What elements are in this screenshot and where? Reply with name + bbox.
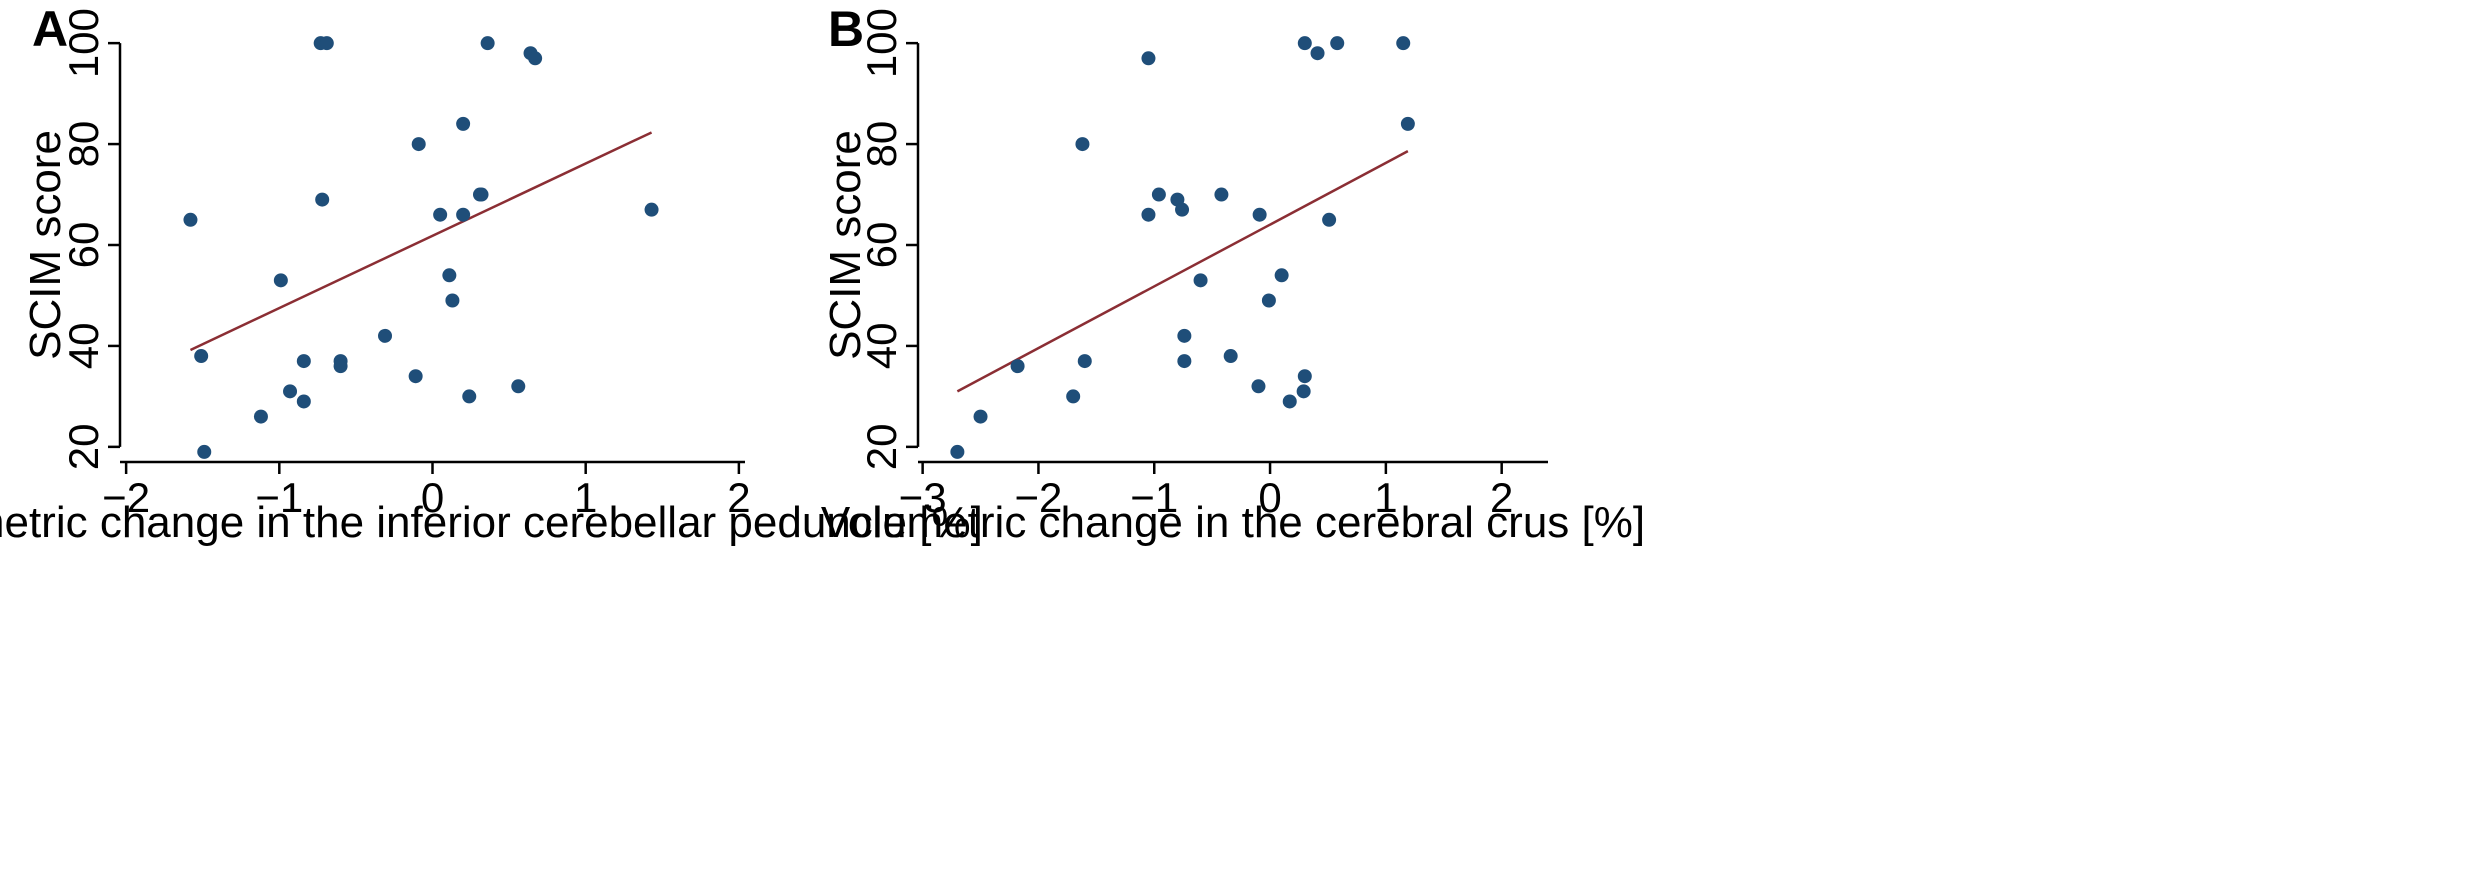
data-point [456, 116, 471, 131]
data-point [183, 212, 198, 227]
y-tick-label: 100 [60, 8, 107, 78]
data-point [283, 384, 298, 399]
data-point [528, 51, 543, 66]
data-point [194, 349, 209, 364]
x-tick-label: 1 [574, 474, 597, 521]
data-point [950, 444, 965, 459]
panel-label: B [828, 1, 864, 57]
y-tick-label: 20 [858, 424, 905, 471]
data-point [1010, 359, 1025, 374]
data-point [319, 36, 334, 51]
data-point [1252, 207, 1267, 222]
data-point [411, 137, 426, 152]
x-tick-label: −3 [899, 474, 947, 521]
data-point [315, 192, 330, 207]
x-tick-label: −1 [255, 474, 303, 521]
y-axis-title: SCIM score [21, 130, 70, 360]
data-point [1274, 268, 1289, 283]
data-point [462, 389, 477, 404]
data-point [1296, 384, 1311, 399]
data-point [273, 273, 288, 288]
data-point [1310, 46, 1325, 61]
x-axis-title: Volumetric change in the cerebral crus [… [821, 498, 1645, 547]
y-tick-label: 100 [858, 8, 905, 78]
data-point [1396, 36, 1411, 51]
data-point [253, 409, 268, 424]
data-point [1322, 212, 1337, 227]
data-point [472, 187, 487, 202]
y-axis-title: SCIM score [821, 130, 870, 360]
y-tick-label: 40 [858, 323, 905, 370]
data-point [1075, 137, 1090, 152]
y-tick-label: 80 [60, 121, 107, 168]
y-tick-label: 40 [60, 323, 107, 370]
fit-line [956, 150, 1409, 393]
x-tick-label: −2 [1014, 474, 1062, 521]
x-tick-label: −1 [1130, 474, 1178, 521]
data-point [1066, 389, 1081, 404]
x-tick-label: −2 [102, 474, 150, 521]
data-point [197, 444, 212, 459]
data-point [1297, 369, 1312, 384]
x-tick-label: 0 [1258, 474, 1281, 521]
y-tick-label: 60 [858, 222, 905, 269]
data-point [1141, 51, 1156, 66]
data-point [1261, 293, 1276, 308]
data-point [408, 369, 423, 384]
data-point [1282, 394, 1297, 409]
fit-line [189, 131, 653, 352]
x-tick-label: 0 [421, 474, 444, 521]
data-point [333, 359, 348, 374]
x-axis-title: Volumetric change in the inferior cerebe… [0, 498, 983, 547]
data-point [1330, 36, 1345, 51]
data-point [644, 202, 659, 217]
data-point [1141, 207, 1156, 222]
data-point [1297, 36, 1312, 51]
data-point [296, 354, 311, 369]
data-point [378, 328, 393, 343]
data-point [456, 207, 471, 222]
y-tick-label: 20 [60, 424, 107, 471]
x-tick-label: 2 [727, 474, 750, 521]
panel-b: B −3 −2 −1 0 1 2 20 40 60 80 100 Volumetric change i… [821, 1, 1645, 547]
y-tick-label: 60 [60, 222, 107, 269]
panel-label: A [32, 1, 68, 57]
data-point [1175, 202, 1190, 217]
data-point [442, 268, 457, 283]
data-point [973, 409, 988, 424]
data-point [480, 36, 495, 51]
x-tick-label: 2 [1490, 474, 1513, 521]
panel-a: A −2 −1 0 1 2 20 40 60 80 100 Volumetric change in … [0, 1, 983, 547]
data-point [1177, 354, 1192, 369]
x-tick-label: 1 [1374, 474, 1397, 521]
y-tick-label: 80 [858, 121, 905, 168]
data-point [1223, 349, 1238, 364]
data-point [1251, 379, 1266, 394]
data-point [1077, 354, 1092, 369]
data-point [445, 293, 460, 308]
data-point [1400, 116, 1415, 131]
data-point [433, 207, 448, 222]
data-point [1214, 187, 1229, 202]
data-point [1193, 273, 1208, 288]
data-point [511, 379, 526, 394]
data-point [1177, 328, 1192, 343]
data-point [296, 394, 311, 409]
data-point [1151, 187, 1166, 202]
